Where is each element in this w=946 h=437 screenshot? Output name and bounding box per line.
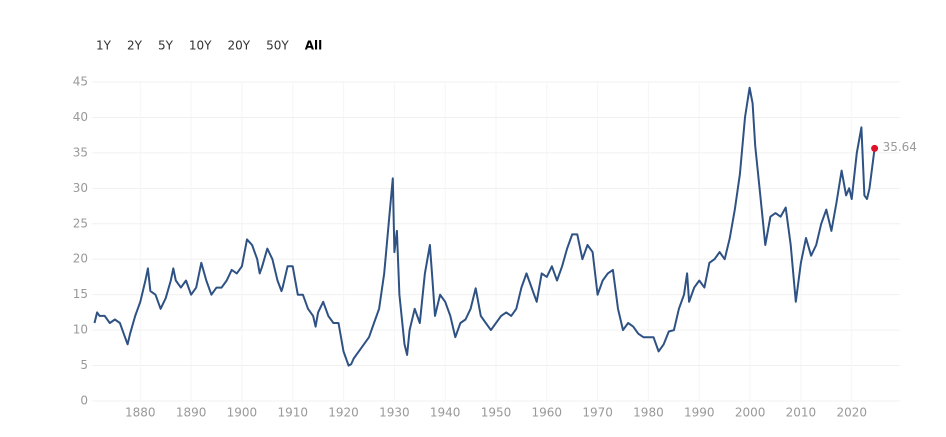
x-tick-label: 1940	[430, 406, 461, 420]
y-tick-label: 15	[73, 287, 88, 301]
y-tick-label: 45	[73, 75, 88, 89]
y-tick-label: 0	[80, 394, 88, 408]
range-button[interactable]: 5Y	[158, 39, 174, 53]
last-point	[871, 144, 879, 152]
x-tick-label: 1930	[379, 406, 410, 420]
grid: 0 5 10 15 20 25 30 35 40 45 1880 1890 1900 1910 1920 19…	[73, 75, 900, 420]
y-tick-label: 20	[73, 252, 88, 266]
range-button[interactable]: 20Y	[228, 39, 251, 53]
y-tick-label: 30	[73, 181, 88, 195]
x-tick-label: 1880	[125, 406, 156, 420]
range-button[interactable]: 1Y	[96, 39, 112, 53]
x-tick-label: 2000	[735, 406, 766, 420]
range-selector: 1Y 2Y 5Y 10Y 20Y 50Y All	[96, 39, 322, 53]
range-button[interactable]: 50Y	[266, 39, 289, 53]
range-button[interactable]: All	[305, 39, 323, 53]
last-value-label: 35.64	[883, 140, 917, 154]
range-button[interactable]: 2Y	[127, 39, 143, 53]
range-button[interactable]: 10Y	[189, 39, 212, 53]
x-tick-label: 1970	[582, 406, 613, 420]
x-tick-label: 1980	[633, 406, 664, 420]
x-tick-label: 1910	[277, 406, 308, 420]
x-tick-label: 1950	[481, 406, 512, 420]
x-tick-label: 1990	[684, 406, 715, 420]
y-tick-label: 25	[73, 216, 88, 230]
y-tick-label: 35	[73, 145, 88, 159]
y-tick-label: 40	[73, 110, 88, 124]
x-tick-label: 1960	[532, 406, 563, 420]
x-tick-label: 1900	[227, 406, 258, 420]
x-tick-label: 2020	[836, 406, 867, 420]
y-tick-label: 5	[80, 358, 88, 372]
y-tick-label: 10	[73, 323, 88, 337]
x-tick-label: 1920	[328, 406, 359, 420]
x-tick-label: 2010	[786, 406, 817, 420]
plot: 35.64	[93, 86, 917, 367]
x-tick-label: 1890	[176, 406, 207, 420]
line	[93, 86, 876, 367]
